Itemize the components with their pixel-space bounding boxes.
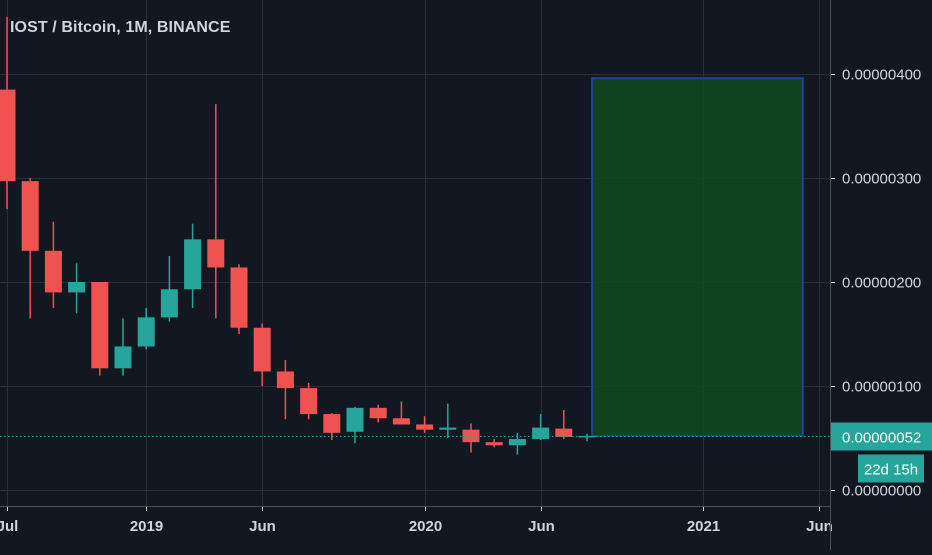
candles-layer — [0, 16, 596, 455]
candle-body — [346, 407, 364, 432]
candle-body — [369, 407, 387, 419]
candle-body — [68, 282, 86, 293]
y-tick-label: 0.00000000 — [842, 483, 921, 500]
candle-body — [253, 327, 271, 372]
candle-body — [114, 346, 132, 369]
chart-title: IOST / Bitcoin, 1M, BINANCE — [10, 19, 231, 36]
y-tick-label: 0.00000300 — [842, 171, 921, 188]
candle-body — [555, 428, 573, 437]
target-zone-layer — [591, 77, 804, 437]
y-tick-label: 0.00000200 — [842, 275, 921, 292]
candle-body — [416, 424, 434, 430]
candle-body — [230, 267, 248, 328]
x-tick-label: Jun — [806, 518, 833, 535]
x-tick-label: Jul — [0, 518, 18, 535]
current-price-badge — [831, 422, 932, 451]
candle-body — [578, 435, 596, 438]
x-tick-label: Jun — [249, 518, 276, 535]
candle-body — [462, 429, 480, 443]
candle-body — [392, 418, 410, 425]
candle-body — [44, 250, 62, 293]
y-tick-label: 0.00000100 — [842, 379, 921, 396]
y-tick-label: 0.00000400 — [842, 67, 921, 84]
candle-body — [323, 414, 341, 433]
candle-body — [137, 317, 155, 347]
countdown-label: 22d 15h — [864, 462, 918, 479]
x-tick-label: Jun — [528, 518, 555, 535]
target-zone-rect — [591, 77, 804, 437]
candle-body — [485, 442, 503, 446]
candle-body — [532, 427, 550, 440]
candle-body — [508, 439, 526, 446]
x-tick-label: 2021 — [687, 518, 720, 535]
x-tick-label: 2020 — [409, 518, 442, 535]
countdown-badge — [858, 454, 924, 483]
candle-body — [21, 181, 39, 251]
candle-body — [300, 388, 318, 415]
x-tick-label: 2019 — [130, 518, 163, 535]
candle-body — [184, 239, 202, 290]
candle-body — [160, 289, 178, 318]
candle-body — [91, 282, 109, 369]
candle-body — [207, 239, 225, 268]
candle-body — [439, 427, 457, 430]
current-price-label: 0.00000052 — [842, 430, 921, 447]
candle-body — [0, 89, 16, 182]
candle-body — [276, 371, 294, 389]
